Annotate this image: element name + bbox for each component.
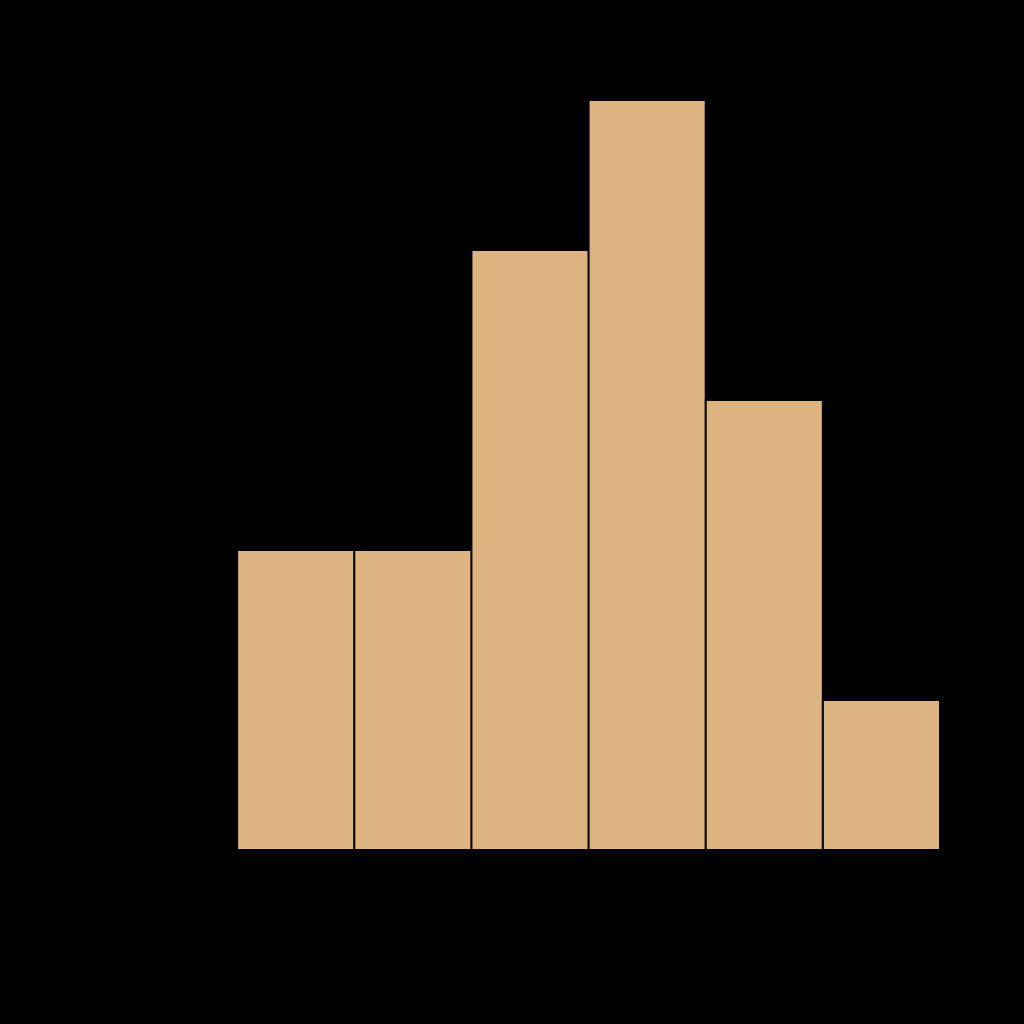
histogram-bar xyxy=(471,250,588,850)
histogram-bar xyxy=(354,550,471,850)
y-tick-label: 3 xyxy=(85,393,112,406)
histogram-bar xyxy=(706,400,823,850)
y-tick-label: 1 xyxy=(85,693,112,706)
x-tick-label: 5 xyxy=(465,869,478,896)
x-tick-label: 2 xyxy=(113,869,126,896)
chart-svg: 2 3 4 5 6 7 8 9 0 1 2 3 4 5 dd Frequency xyxy=(0,0,1024,1024)
histogram-bar xyxy=(237,550,354,850)
x-tick-label: 6 xyxy=(582,869,595,896)
y-tick-label: 4 xyxy=(85,243,112,256)
histogram-bar xyxy=(823,700,940,850)
x-tick-label: 7 xyxy=(699,869,712,896)
y-tick-label: 0 xyxy=(85,843,112,856)
y-tick-label: 2 xyxy=(85,543,112,556)
histogram-bar xyxy=(589,100,706,850)
x-tick-label: 4 xyxy=(348,869,361,896)
histogram-chart: 2 3 4 5 6 7 8 9 0 1 2 3 4 5 dd Frequency xyxy=(0,0,1024,1024)
x-tick-label: 3 xyxy=(230,869,243,896)
x-axis-label: dd xyxy=(514,911,545,942)
y-axis-label: Frequency xyxy=(28,409,59,541)
x-tick-label: 9 xyxy=(933,869,946,896)
y-tick-label: 5 xyxy=(85,93,112,106)
x-tick-label: 8 xyxy=(816,869,829,896)
